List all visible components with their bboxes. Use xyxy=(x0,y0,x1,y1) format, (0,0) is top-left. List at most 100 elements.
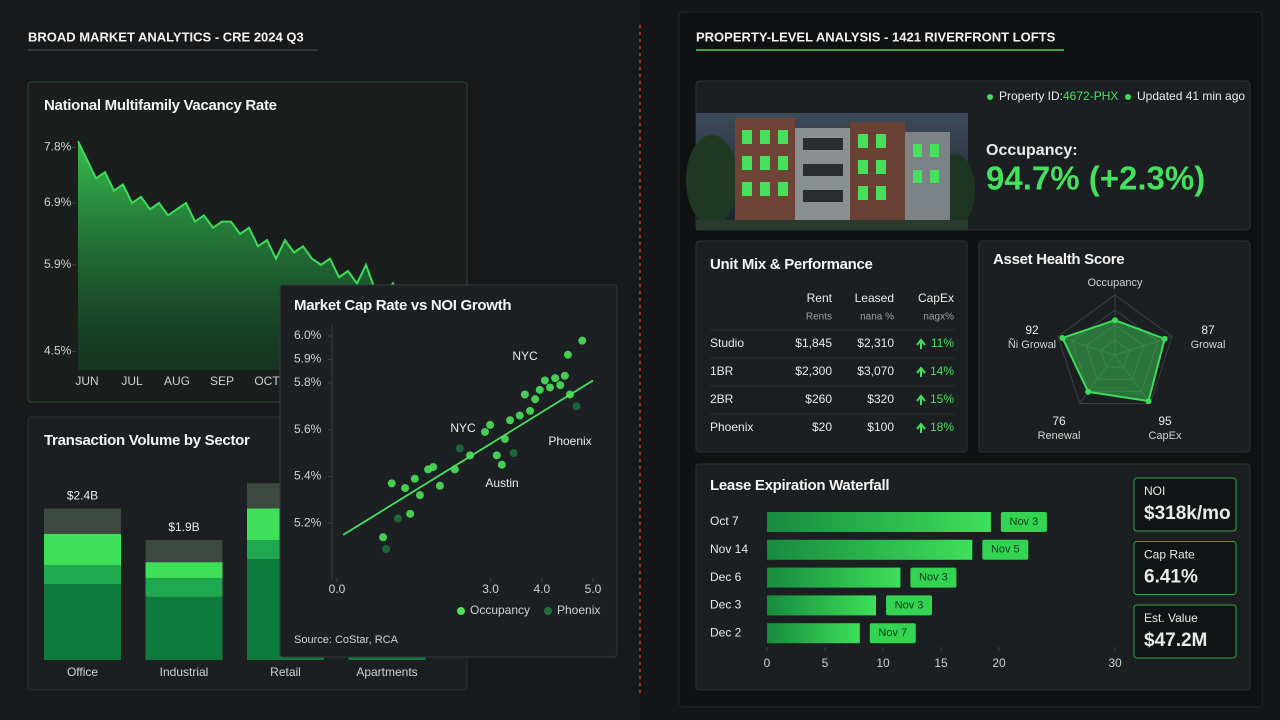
bar xyxy=(767,595,877,616)
y-tick-label: 4.5% xyxy=(44,344,72,358)
card xyxy=(695,240,968,453)
x-tick-label: AUG xyxy=(164,374,190,388)
right-panel-title: PROPERTY-LEVEL ANALYSIS - 1421 RIVERFRON… xyxy=(696,29,1056,44)
cell: $3,070 xyxy=(857,364,894,378)
point xyxy=(410,474,419,483)
point xyxy=(435,481,444,490)
point xyxy=(401,484,410,493)
cell: $320 xyxy=(867,392,894,406)
y-tick-label: 5.9% xyxy=(294,352,322,366)
ground xyxy=(696,220,968,230)
x-tick-label: OCT xyxy=(254,374,280,388)
y-tick-label: 5.2% xyxy=(294,515,322,529)
radar-ring xyxy=(1085,324,1145,380)
updated: Updated 41 min ago xyxy=(1137,89,1245,103)
point xyxy=(480,427,489,436)
left-panel-title: BROAD MARKET ANALYTICS - CRE 2024 Q3 xyxy=(28,29,304,44)
axis-label: Growal xyxy=(1191,339,1226,351)
bar xyxy=(767,623,860,644)
cell: 15% xyxy=(930,392,954,406)
x-tick-label: JUN xyxy=(75,374,98,388)
bar-segment xyxy=(145,596,223,660)
balcony xyxy=(803,190,843,202)
value-label: 95 xyxy=(1158,414,1172,428)
kpi-cards: NOI $318k/mo Cap Rate 6.41% Est. Value $47.2M xyxy=(1133,477,1237,659)
point xyxy=(492,451,501,460)
window xyxy=(742,130,752,144)
tag: Nov 3 xyxy=(919,572,948,584)
axis-label: Occupancy xyxy=(1087,277,1143,289)
tag: Nov 7 xyxy=(878,627,907,639)
tag-box xyxy=(1000,512,1047,532)
column-header: Leased xyxy=(855,291,894,305)
radar-ring xyxy=(1057,294,1173,405)
x-tick-label: Retail xyxy=(270,665,301,679)
cell: $260 xyxy=(805,392,832,406)
x-tick-label: 5 xyxy=(822,656,829,670)
window xyxy=(778,130,788,144)
point xyxy=(450,465,459,474)
point xyxy=(382,544,391,553)
scatter-card: Market Cap Rate vs NOI Growth Source: Co… xyxy=(279,284,618,658)
window xyxy=(760,156,770,170)
radar-point xyxy=(1161,335,1168,342)
x-tick-label: Industrial xyxy=(160,665,209,679)
card-title: National Multifamily Vacancy Rate xyxy=(44,97,277,114)
status-dot xyxy=(1125,94,1131,100)
bar-segment xyxy=(44,533,121,566)
column-subheader: nagx% xyxy=(923,312,954,323)
point xyxy=(486,420,495,429)
x-tick-label: 30 xyxy=(1108,656,1122,670)
point xyxy=(379,533,388,542)
axis-label: Renewal xyxy=(1038,430,1081,442)
cell: $20 xyxy=(812,420,832,434)
y-tick-label: 5.9% xyxy=(44,257,72,271)
kpi-label: NOI xyxy=(1144,484,1165,498)
window xyxy=(930,144,939,157)
radar-spoke xyxy=(1079,354,1116,404)
y-tick-label: 6.0% xyxy=(294,328,322,342)
unit-mix-card: Unit Mix & Performance Rent Rents Leased na… xyxy=(695,240,968,453)
point xyxy=(455,444,464,453)
point xyxy=(515,411,524,420)
y-tick-label: 5.6% xyxy=(294,422,322,436)
property-card: Property ID: 4672-PHX Updated 41 min ago xyxy=(686,80,1251,231)
legend-swatch xyxy=(457,607,465,615)
window xyxy=(742,182,752,196)
x-tick-label: 0.0 xyxy=(329,582,346,596)
windows xyxy=(742,130,939,200)
kpi-card xyxy=(1133,604,1237,659)
window xyxy=(858,186,868,200)
annotation: Phoenix xyxy=(548,434,591,448)
point xyxy=(466,451,475,460)
cell: 11% xyxy=(931,336,954,350)
balconies xyxy=(803,138,843,202)
x-tick-label: 4.0 xyxy=(533,582,550,596)
annotation: Austin xyxy=(485,476,518,490)
column-header: CapEx xyxy=(918,291,954,305)
annotation: NYC xyxy=(450,421,476,435)
balcony xyxy=(803,138,843,150)
window xyxy=(742,156,752,170)
point xyxy=(387,479,396,488)
row-label: 1BR xyxy=(710,364,734,378)
tag: Nov 3 xyxy=(1010,516,1039,528)
up-arrow xyxy=(916,394,926,405)
building-image xyxy=(686,113,975,230)
x-tick-label: Office xyxy=(67,665,98,679)
annotation: NYC xyxy=(512,349,538,363)
bar-segment xyxy=(145,540,223,563)
tree xyxy=(686,135,738,225)
point xyxy=(563,350,572,359)
tag: Nov 5 xyxy=(991,544,1020,556)
total-label: $2.4B xyxy=(67,489,98,503)
bar xyxy=(767,567,901,588)
column-header: Rent xyxy=(807,291,833,305)
property-id: 4672-PHX xyxy=(1063,89,1118,103)
card-title: Transaction Volume by Sector xyxy=(44,432,250,449)
point xyxy=(578,336,587,345)
bar xyxy=(767,512,991,532)
radar-card: Asset Health Score Occupancy 87 Growal 95 Ca… xyxy=(978,240,1251,453)
window xyxy=(778,182,788,196)
